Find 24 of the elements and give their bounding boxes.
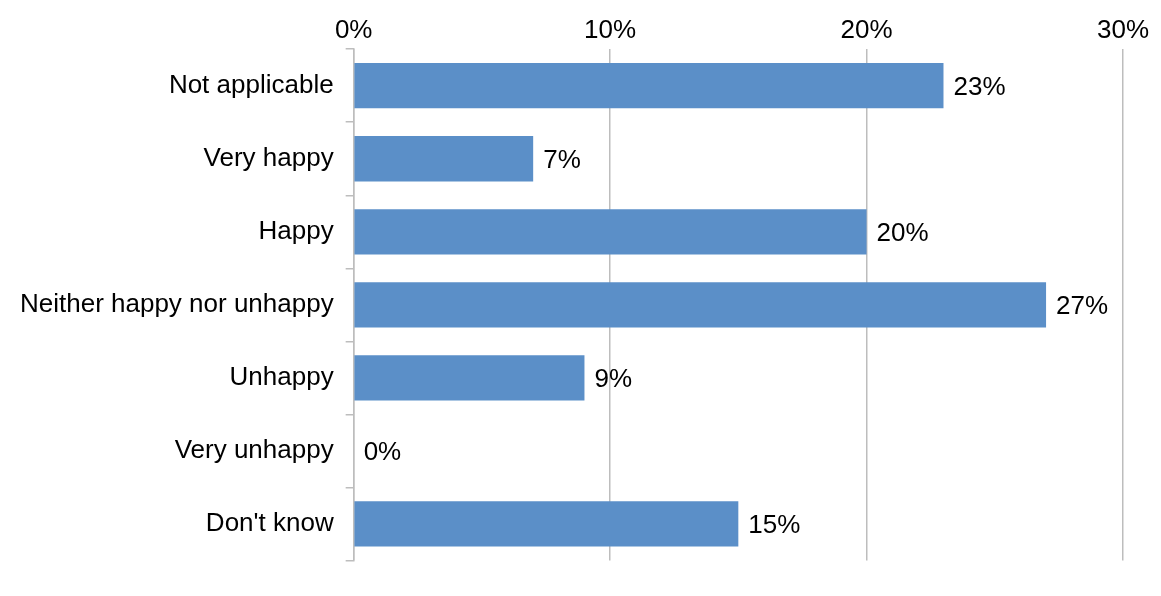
bar xyxy=(354,63,944,109)
y-tick-label: Very unhappy xyxy=(174,434,334,465)
x-tick-label: 30% xyxy=(1096,13,1150,44)
y-tick-label: Unhappy xyxy=(229,361,334,391)
bar xyxy=(354,355,585,401)
data-label: 9% xyxy=(594,363,633,393)
y-tick-label: Happy xyxy=(258,214,334,245)
y-tick-label: Very happy xyxy=(203,141,334,172)
data-label: 15% xyxy=(748,509,801,540)
data-label: 23% xyxy=(953,70,1006,101)
data-label: 20% xyxy=(876,216,929,247)
bar xyxy=(354,501,739,547)
x-tick-label: 0% xyxy=(334,13,373,44)
data-label: 7% xyxy=(543,143,581,174)
bar xyxy=(354,209,867,255)
bar xyxy=(354,282,1047,328)
data-label: 0% xyxy=(363,436,402,467)
x-tick-label: 20% xyxy=(840,13,893,44)
x-tick-label: 10% xyxy=(584,13,637,44)
y-tick-label: Not applicable xyxy=(168,68,334,99)
bar xyxy=(354,136,534,182)
data-label: 27% xyxy=(1056,289,1109,320)
y-tick-label: Don't know xyxy=(205,507,334,538)
y-tick-label: Neither happy nor unhappy xyxy=(19,287,334,318)
